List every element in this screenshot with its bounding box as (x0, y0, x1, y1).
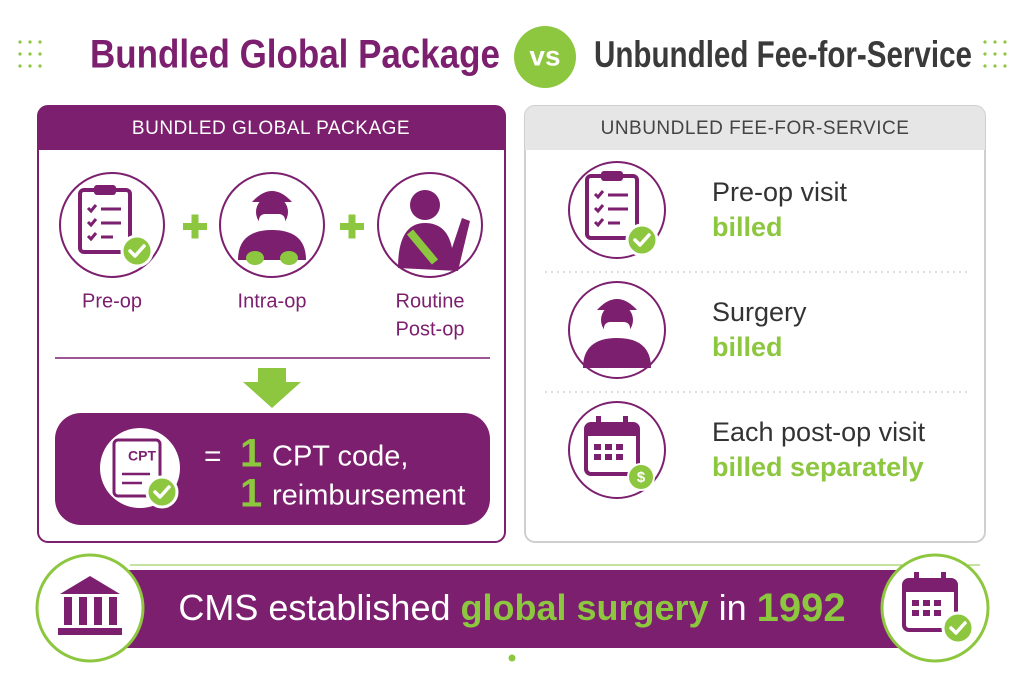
row-icon (568, 161, 666, 259)
banner-text: CMS established global surgery in 1992 (178, 586, 845, 630)
phase-icon (59, 172, 165, 278)
phase-label: Post-op (396, 318, 465, 340)
result-text: CPT code, (272, 441, 408, 473)
icon-part (348, 214, 356, 239)
icon-part (406, 229, 439, 265)
vs-label: vs (529, 40, 560, 71)
icon-part (410, 190, 440, 220)
banner-text-1: CMS established (178, 587, 450, 628)
icon-part (58, 576, 122, 635)
icon-part (79, 597, 87, 625)
icon-part (880, 553, 990, 663)
icon-part (38, 64, 42, 68)
icon-part (18, 52, 22, 56)
icon-part: $ (637, 469, 646, 486)
icon-part (1003, 64, 1007, 68)
banner: CMS established global surgery in 1992 (35, 553, 990, 663)
icon-part (993, 52, 997, 56)
title-right: Unbundled Fee-for-Service (594, 34, 972, 75)
count: 1 (240, 432, 262, 476)
icon-part (525, 106, 985, 150)
row-status: billed (712, 332, 783, 362)
plus (183, 214, 207, 239)
row-status: billed (712, 212, 783, 242)
phase-label: Routine (396, 290, 465, 312)
result-text: reimbursement (272, 480, 465, 512)
icon-part (118, 570, 908, 648)
icon-part (122, 472, 150, 485)
vs-badge (514, 26, 576, 88)
icon-part (280, 251, 298, 265)
equals: = (204, 440, 222, 473)
phase-label: Pre-op (82, 290, 142, 312)
row-status: billed separately (712, 452, 924, 482)
icon-part (94, 597, 102, 625)
icon-part (145, 475, 179, 509)
icon-part (18, 40, 22, 44)
bundled-panel: BUNDLED GLOBAL PACKAGE Pre-op Intra-op Rou… (37, 105, 506, 543)
icon-part (28, 64, 32, 68)
phase-labels: Pre-op Intra-op Routine Post-op (82, 290, 464, 340)
icon-part (120, 234, 154, 268)
phase-icon (377, 172, 483, 278)
row-item: Each post-op visit (712, 417, 926, 447)
icon-part (983, 64, 987, 68)
count: 1 (240, 472, 262, 516)
icon-part (58, 628, 122, 635)
banner-highlight: global surgery (461, 587, 709, 628)
icon-part (35, 553, 145, 663)
icon-part (983, 40, 987, 44)
row-icon (568, 281, 666, 379)
icon-part (246, 251, 264, 265)
icon-part (109, 597, 117, 625)
icon-part (941, 611, 975, 645)
icon-part (38, 52, 42, 56)
phase-icon (219, 172, 325, 278)
decor-dots (18, 40, 1007, 68)
icon-part (38, 40, 42, 44)
icon-part (508, 654, 516, 662)
icon-part (28, 52, 32, 56)
icon-part (1003, 52, 1007, 56)
icon-part (993, 64, 997, 68)
icon-part (28, 40, 32, 44)
icon-part (398, 218, 470, 271)
icon-part (627, 463, 655, 491)
row-item: Surgery (712, 297, 807, 327)
plus (340, 214, 364, 239)
cpt-label: CPT (128, 448, 156, 464)
down-arrow (243, 368, 301, 408)
banner-year: 1992 (757, 586, 846, 630)
phase-label: Intra-op (238, 290, 307, 312)
icon-part (993, 40, 997, 44)
panel-heading: UNBUNDLED FEE-FOR-SERVICE (601, 118, 910, 139)
banner-text-2: in (719, 587, 747, 628)
title-left: Bundled Global Package (90, 33, 500, 77)
row-item: Pre-op visit (712, 177, 848, 207)
billing-rows: Pre-op visit billed Surgery billed Each post… (712, 177, 926, 482)
icon-part (625, 223, 659, 257)
icon-part (191, 214, 199, 239)
icon-part (38, 106, 505, 150)
cpt-icon (100, 428, 180, 509)
panel-heading: BUNDLED GLOBAL PACKAGE (132, 118, 410, 139)
icon-part (983, 52, 987, 56)
row-icon: $ (568, 401, 666, 499)
icon-part (64, 597, 72, 625)
unbundled-panel: UNBUNDLED FEE-FOR-SERVICE $ Pre-op visit… (524, 105, 986, 543)
icon-part (1003, 40, 1007, 44)
icon-part (18, 64, 22, 68)
icon-part (60, 576, 120, 594)
